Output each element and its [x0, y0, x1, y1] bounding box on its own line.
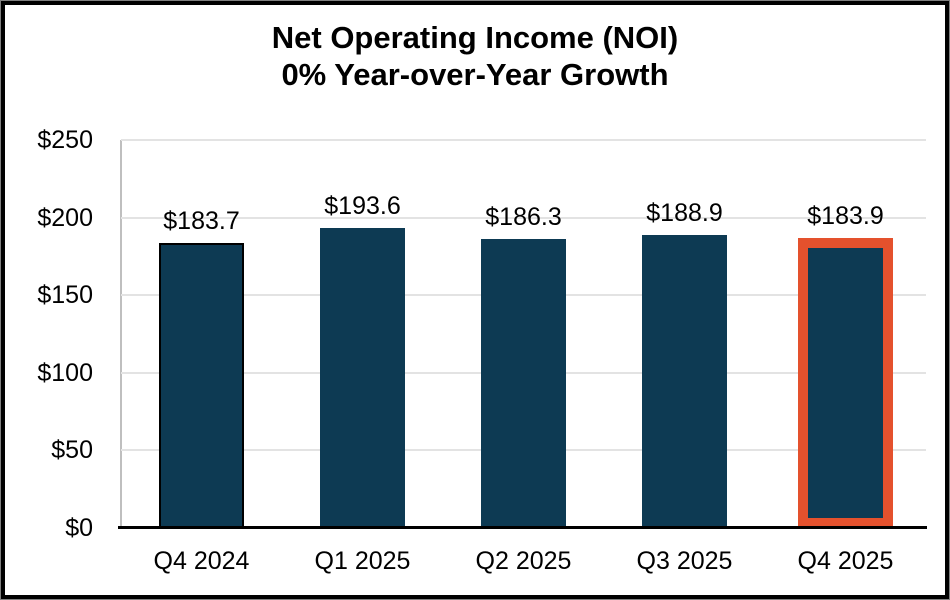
y-tick-label: $200 — [37, 203, 93, 232]
gridline — [121, 139, 926, 141]
y-tick-label: $50 — [51, 436, 93, 465]
bar-value-label: $186.3 — [485, 202, 562, 231]
bar-outlined — [159, 242, 244, 528]
y-tick-label: $100 — [37, 358, 93, 387]
gridline — [121, 216, 926, 219]
x-category-label: Q1 2025 — [314, 547, 411, 575]
chart-subtitle-line: 0% Year-over-Year Growth — [281, 57, 669, 92]
bar-highlighted — [798, 237, 893, 528]
bar-value-label: $188.9 — [646, 198, 723, 227]
bar — [642, 234, 727, 528]
y-tick-label: $150 — [37, 281, 93, 310]
bar — [320, 227, 405, 528]
chart-title-line: Net Operating Income (NOI) — [271, 20, 679, 55]
x-category-label: Q4 2024 — [153, 547, 250, 575]
x-axis-line — [118, 526, 927, 529]
y-axis-line — [120, 140, 122, 528]
y-tick-label: $0 — [65, 514, 93, 542]
x-category-label: Q4 2025 — [797, 547, 894, 575]
plot-area: $183.7 $193.6 $186.3 $188.9 $183.9 — [121, 139, 926, 528]
y-tick-label: $250 — [37, 126, 93, 154]
x-category-label: Q3 2025 — [636, 547, 733, 575]
bar-value-label: $183.7 — [163, 206, 240, 235]
bar — [481, 238, 566, 528]
bar-value-label: $183.9 — [807, 201, 884, 230]
chart-title: Net Operating Income (NOI) 0% Year-over-… — [5, 19, 945, 93]
bar-value-label: $193.6 — [324, 191, 401, 220]
x-category-label: Q2 2025 — [475, 547, 572, 575]
